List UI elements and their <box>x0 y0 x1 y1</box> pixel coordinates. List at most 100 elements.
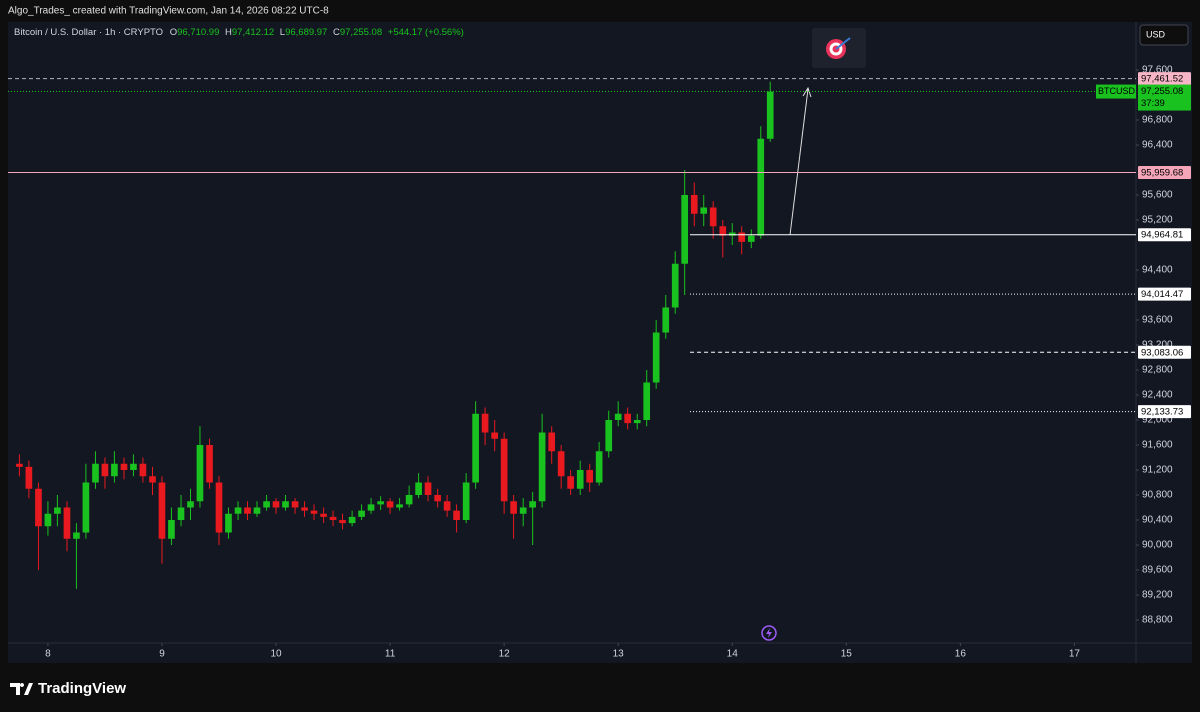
level-label-bg <box>1138 287 1191 301</box>
candle-body <box>139 463 147 477</box>
level-label-bg <box>1138 345 1191 359</box>
candle-body <box>291 501 299 508</box>
ohlc-key: L <box>280 27 285 38</box>
y-tick-label: 90,400 <box>1142 515 1173 526</box>
ohlc-key: O <box>170 27 177 38</box>
currency-box[interactable] <box>1139 24 1189 46</box>
candle-body <box>500 438 508 502</box>
candle-body <box>177 507 185 520</box>
candle-body <box>25 466 33 489</box>
brand-logo <box>10 683 33 695</box>
y-tick-label: 89,600 <box>1142 565 1173 576</box>
level-label: 93,083.06 <box>1141 347 1183 358</box>
y-tick-label: 95,600 <box>1142 190 1173 201</box>
candle-body <box>719 226 727 236</box>
icon-dart <box>835 37 851 50</box>
candle-body <box>605 420 613 452</box>
candle-body <box>187 501 194 508</box>
arrow-head <box>802 86 812 98</box>
candle-body <box>738 232 746 242</box>
candle-body <box>453 510 460 520</box>
candle-body <box>766 91 774 139</box>
level-label: 97,461.52 <box>1141 74 1183 85</box>
candle-body <box>111 463 118 477</box>
candle-body <box>491 432 498 439</box>
candle-body <box>120 463 128 470</box>
candle-body <box>253 507 261 514</box>
y-tick-label: 95,200 <box>1142 215 1173 226</box>
symbol-line: Bitcoin / U.S. Dollar · 1h · CRYPTO O96,… <box>14 27 464 38</box>
event-circle <box>761 625 777 641</box>
candle-body <box>529 501 536 508</box>
candle-body <box>405 495 413 505</box>
x-tick-label: 16 <box>955 649 967 660</box>
candle-body <box>367 504 375 511</box>
y-tick-label: 91,200 <box>1142 465 1173 476</box>
candle-body <box>519 507 527 514</box>
x-tick-label: 8 <box>45 649 51 660</box>
y-tick-label: 97,600 <box>1142 65 1173 76</box>
candle-body <box>595 451 603 483</box>
brand-name: TradingView <box>38 680 126 697</box>
candle-body <box>481 413 489 433</box>
candle-body <box>196 445 204 502</box>
candle-body <box>234 507 242 514</box>
candle-body <box>339 520 346 524</box>
y-tick-label: 94,400 <box>1142 265 1173 276</box>
candle-body <box>358 510 365 517</box>
countdown: 37:39 <box>1141 98 1165 109</box>
candle-body <box>263 501 270 508</box>
candle-body <box>101 463 109 477</box>
ohlc-value: 96,689.97 <box>285 27 327 38</box>
level-label: 92,133.73 <box>1141 407 1183 418</box>
candle-body <box>320 513 327 517</box>
candle-body <box>681 195 689 264</box>
candle-body <box>348 516 356 524</box>
y-tick-label: 88,800 <box>1142 615 1173 626</box>
candle-body <box>633 420 641 424</box>
candle-body <box>158 482 166 539</box>
candle-body <box>728 232 736 236</box>
x-tick-label: 12 <box>499 649 511 660</box>
candle-body <box>54 507 61 514</box>
candle-body <box>709 207 717 227</box>
y-tick-label: 90,800 <box>1142 490 1173 501</box>
level-label: 94,014.47 <box>1141 289 1183 300</box>
candle-body <box>386 501 394 508</box>
candle-body <box>168 520 175 539</box>
candle-body <box>462 482 470 520</box>
ohlc-key: H <box>225 27 232 38</box>
last-price-label: 97,255.08 <box>1141 86 1183 97</box>
candle-body <box>567 476 574 489</box>
candle-body <box>225 513 232 533</box>
candle-body <box>415 482 422 495</box>
level-label: 94,964.81 <box>1141 230 1183 241</box>
arrow-line <box>789 88 809 236</box>
candle-body <box>92 463 99 483</box>
y-tick-label: 92,000 <box>1142 415 1173 426</box>
candle-body <box>586 470 594 483</box>
candle-body <box>377 501 384 505</box>
candle-body <box>671 263 679 308</box>
candle-body <box>757 138 765 236</box>
candle-body <box>624 413 631 424</box>
candle-body <box>63 507 71 539</box>
candle-body <box>16 463 23 467</box>
credit: Algo_Trades_ created with TradingView.co… <box>8 6 329 17</box>
y-tick-label: 89,200 <box>1142 590 1173 601</box>
candle-body <box>130 463 137 470</box>
candle-body <box>557 451 565 477</box>
x-tick-label: 15 <box>841 649 853 660</box>
last-price-bg <box>1138 84 1191 111</box>
candle-body <box>272 501 280 508</box>
y-tick-label: 90,000 <box>1142 540 1173 551</box>
candle-body <box>35 488 42 527</box>
candle-body <box>73 532 80 539</box>
candle-body <box>206 445 213 483</box>
candle-body <box>44 513 52 527</box>
arrow-drawing <box>789 86 812 236</box>
x-tick-label: 9 <box>159 649 165 660</box>
ohlc-key: C <box>333 27 340 38</box>
candle-body <box>301 507 308 511</box>
level-label-bg <box>1138 166 1191 180</box>
